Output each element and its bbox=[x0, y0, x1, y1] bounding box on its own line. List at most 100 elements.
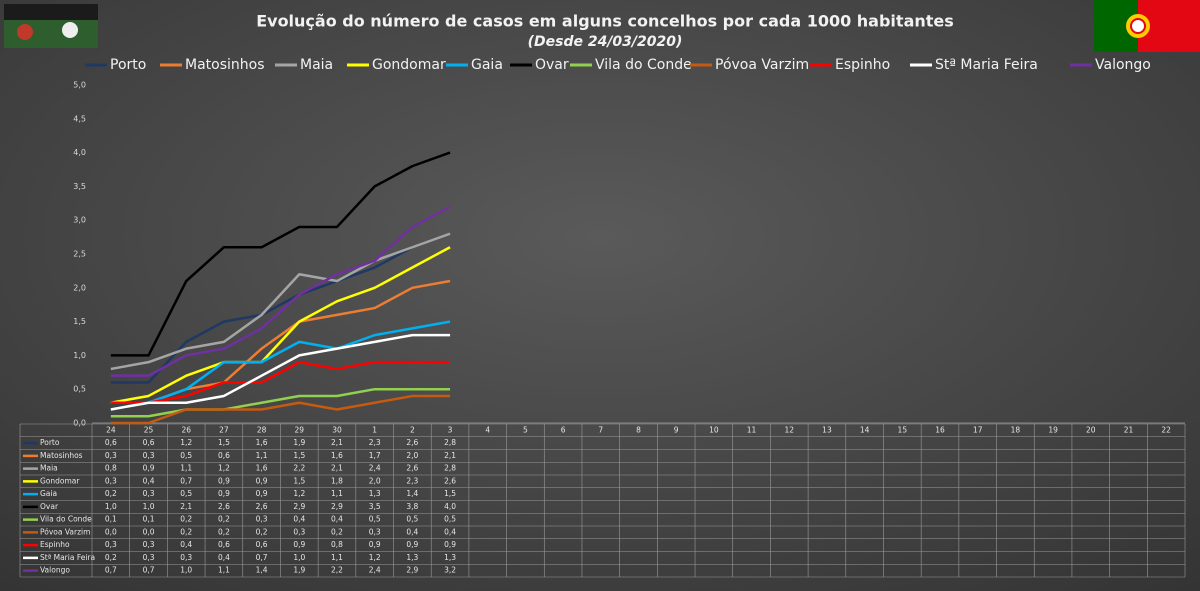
table-cell: 0,0 bbox=[105, 527, 117, 536]
table-cell: 1,6 bbox=[331, 451, 343, 460]
legend-label: Espinho bbox=[835, 57, 890, 73]
table-cell: 0,3 bbox=[143, 489, 155, 498]
table-cell: 0,6 bbox=[143, 438, 155, 447]
series-line bbox=[110, 320, 451, 411]
table-cell: 1,5 bbox=[218, 438, 230, 447]
table-cell: 1,6 bbox=[256, 438, 268, 447]
x-tick-label: 13 bbox=[822, 425, 832, 434]
table-cell: 1,5 bbox=[293, 451, 305, 460]
table-cell: 0,6 bbox=[218, 540, 230, 549]
y-tick-label: 5,0 bbox=[73, 81, 86, 90]
x-tick-label: 11 bbox=[747, 425, 757, 434]
table-cell: 2,9 bbox=[293, 502, 305, 511]
x-tick-label: 18 bbox=[1011, 425, 1021, 434]
x-tick-label: 19 bbox=[1048, 425, 1058, 434]
table-cell: 0,4 bbox=[293, 515, 305, 524]
table-cell: 3,2 bbox=[444, 566, 456, 575]
x-tick-label: 24 bbox=[106, 425, 116, 434]
table-cell: 0,4 bbox=[444, 527, 456, 536]
x-tick-label: 12 bbox=[784, 425, 794, 434]
table-cell: 0,4 bbox=[218, 553, 230, 562]
table-cell: 0,2 bbox=[331, 527, 343, 536]
series-line bbox=[110, 333, 451, 411]
table-cell: 0,4 bbox=[406, 527, 418, 536]
table-cell: 2,1 bbox=[180, 502, 192, 511]
table-cell: 2,6 bbox=[406, 464, 418, 473]
table-cell: 2,6 bbox=[256, 502, 268, 511]
table-cell: 0,0 bbox=[143, 527, 155, 536]
table-cell: 2,8 bbox=[444, 438, 456, 447]
table-cell: 2,0 bbox=[406, 451, 418, 460]
table-cell: 0,8 bbox=[331, 540, 343, 549]
table-cell: 0,9 bbox=[444, 540, 456, 549]
table-cell: 0,3 bbox=[143, 553, 155, 562]
table-cell: 0,2 bbox=[180, 515, 192, 524]
x-tick-label: 21 bbox=[1124, 425, 1134, 434]
table-cell: 0,6 bbox=[256, 540, 268, 549]
table-cell: 0,3 bbox=[293, 527, 305, 536]
table-cell: 0,9 bbox=[143, 464, 155, 473]
series-line bbox=[110, 232, 451, 384]
x-tick-label: 16 bbox=[935, 425, 945, 434]
logo bbox=[4, 4, 98, 48]
table-cell: 0,4 bbox=[143, 476, 155, 485]
table-cell: 0,2 bbox=[105, 553, 117, 562]
table-cell: 0,5 bbox=[180, 489, 192, 498]
series-line bbox=[110, 151, 451, 357]
y-tick-label: 2,5 bbox=[73, 250, 86, 259]
series-line bbox=[110, 232, 451, 371]
table-cell: 2,9 bbox=[406, 566, 418, 575]
table-cell: 2,1 bbox=[331, 464, 343, 473]
table-cell: 2,1 bbox=[331, 438, 343, 447]
series-line bbox=[110, 387, 451, 418]
x-tick-label: 25 bbox=[144, 425, 154, 434]
table-cell: 1,2 bbox=[180, 438, 192, 447]
table-cell: 1,9 bbox=[293, 438, 305, 447]
x-tick-label: 3 bbox=[448, 425, 453, 434]
table-cell: 0,3 bbox=[105, 540, 117, 549]
table-cell: 0,3 bbox=[369, 527, 381, 536]
table-cell: 2,6 bbox=[406, 438, 418, 447]
x-tick-label: 15 bbox=[898, 425, 908, 434]
table-row-label: Stª Maria Feira bbox=[40, 553, 95, 562]
table-cell: 1,7 bbox=[369, 451, 381, 460]
x-tick-label: 4 bbox=[485, 425, 490, 434]
series-line bbox=[110, 360, 451, 404]
table-cell: 1,1 bbox=[256, 451, 268, 460]
table-cell: 2,4 bbox=[369, 464, 381, 473]
table-cell: 0,5 bbox=[406, 515, 418, 524]
y-tick-label: 4,0 bbox=[73, 148, 86, 157]
table-cell: 2,2 bbox=[331, 566, 343, 575]
y-tick-label: 3,0 bbox=[73, 216, 86, 225]
table-cell: 0,5 bbox=[444, 515, 456, 524]
table-cell: 1,8 bbox=[331, 476, 343, 485]
table-cell: 0,7 bbox=[105, 566, 117, 575]
table-cell: 3,5 bbox=[369, 502, 381, 511]
table-cell: 1,0 bbox=[143, 502, 155, 511]
table-cell: 0,3 bbox=[105, 476, 117, 485]
table-cell: 0,5 bbox=[180, 451, 192, 460]
table-row-label: Valongo bbox=[40, 566, 70, 575]
table-row-label: Póvoa Varzim bbox=[40, 527, 90, 536]
table-row-label: Maia bbox=[40, 464, 58, 473]
table-cell: 0,2 bbox=[105, 489, 117, 498]
legend-label: Porto bbox=[110, 57, 146, 73]
table-cell: 0,6 bbox=[105, 438, 117, 447]
table-cell: 0,3 bbox=[105, 451, 117, 460]
chart-subtitle: (Desde 24/03/2020) bbox=[528, 34, 683, 50]
x-tick-label: 9 bbox=[674, 425, 679, 434]
legend-label: Póvoa Varzim bbox=[715, 57, 809, 73]
flag bbox=[1094, 0, 1200, 52]
table-cell: 2,9 bbox=[331, 502, 343, 511]
table-row-label: Espinho bbox=[40, 540, 70, 549]
table-cell: 1,0 bbox=[293, 553, 305, 562]
table-cell: 1,1 bbox=[218, 566, 230, 575]
series-line bbox=[110, 205, 451, 377]
table-row-label: Porto bbox=[40, 438, 60, 447]
table-cell: 0,9 bbox=[406, 540, 418, 549]
table-cell: 2,2 bbox=[293, 464, 305, 473]
table-cell: 1,0 bbox=[180, 566, 192, 575]
table-cell: 0,4 bbox=[180, 540, 192, 549]
table-cell: 1,4 bbox=[406, 489, 418, 498]
